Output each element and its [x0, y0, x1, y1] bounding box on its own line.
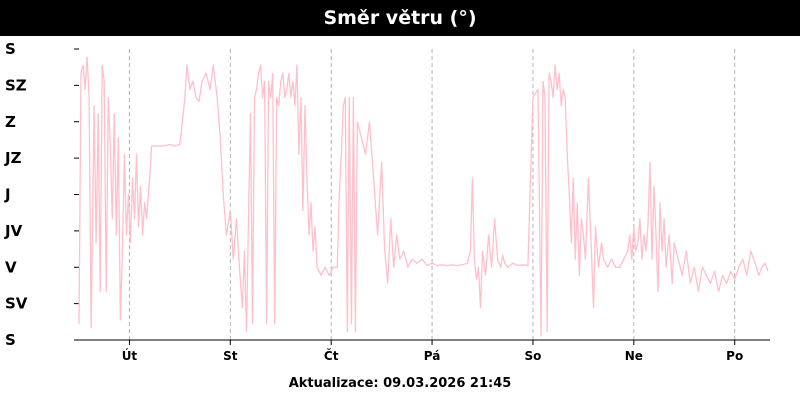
y-tick-label: V: [5, 258, 17, 276]
chart-title: Směr větru (°): [0, 0, 800, 36]
footer: Aktualizace: 09.03.2026 21:45: [0, 376, 800, 391]
x-tick-label: Po: [726, 349, 743, 363]
x-tick-label: Pá: [424, 349, 441, 363]
y-tick-label: SV: [5, 295, 28, 313]
x-tick-label: So: [524, 349, 541, 363]
label-layer: Út St Čt Pá So Ne Po S SV V JV J JZ Z SZ S: [4, 40, 743, 363]
x-tick-label: Ne: [625, 349, 643, 363]
y-tick-label: S: [5, 40, 16, 58]
series-layer: [78, 56, 769, 337]
y-tick-label: S: [5, 331, 16, 349]
update-timestamp: 09.03.2026 21:45: [383, 376, 512, 391]
wind-direction-line: [78, 56, 769, 337]
wind-direction-chart: Út St Čt Pá So Ne Po S SV V JV J JZ Z SZ S: [4, 40, 770, 363]
grid-layer: [128, 49, 736, 340]
update-label: Aktualizace:: [288, 376, 379, 391]
y-tick-label: J: [4, 186, 11, 204]
x-tick-label: St: [223, 349, 238, 363]
y-tick-label: Z: [5, 113, 16, 131]
y-tick-label: SZ: [5, 76, 27, 94]
y-tick-label: JZ: [4, 149, 22, 167]
y-tick-label: JV: [4, 222, 23, 240]
x-tick-label: Út: [122, 348, 138, 363]
x-tick-label: Čt: [324, 348, 339, 363]
axis-layer: [74, 48, 770, 345]
